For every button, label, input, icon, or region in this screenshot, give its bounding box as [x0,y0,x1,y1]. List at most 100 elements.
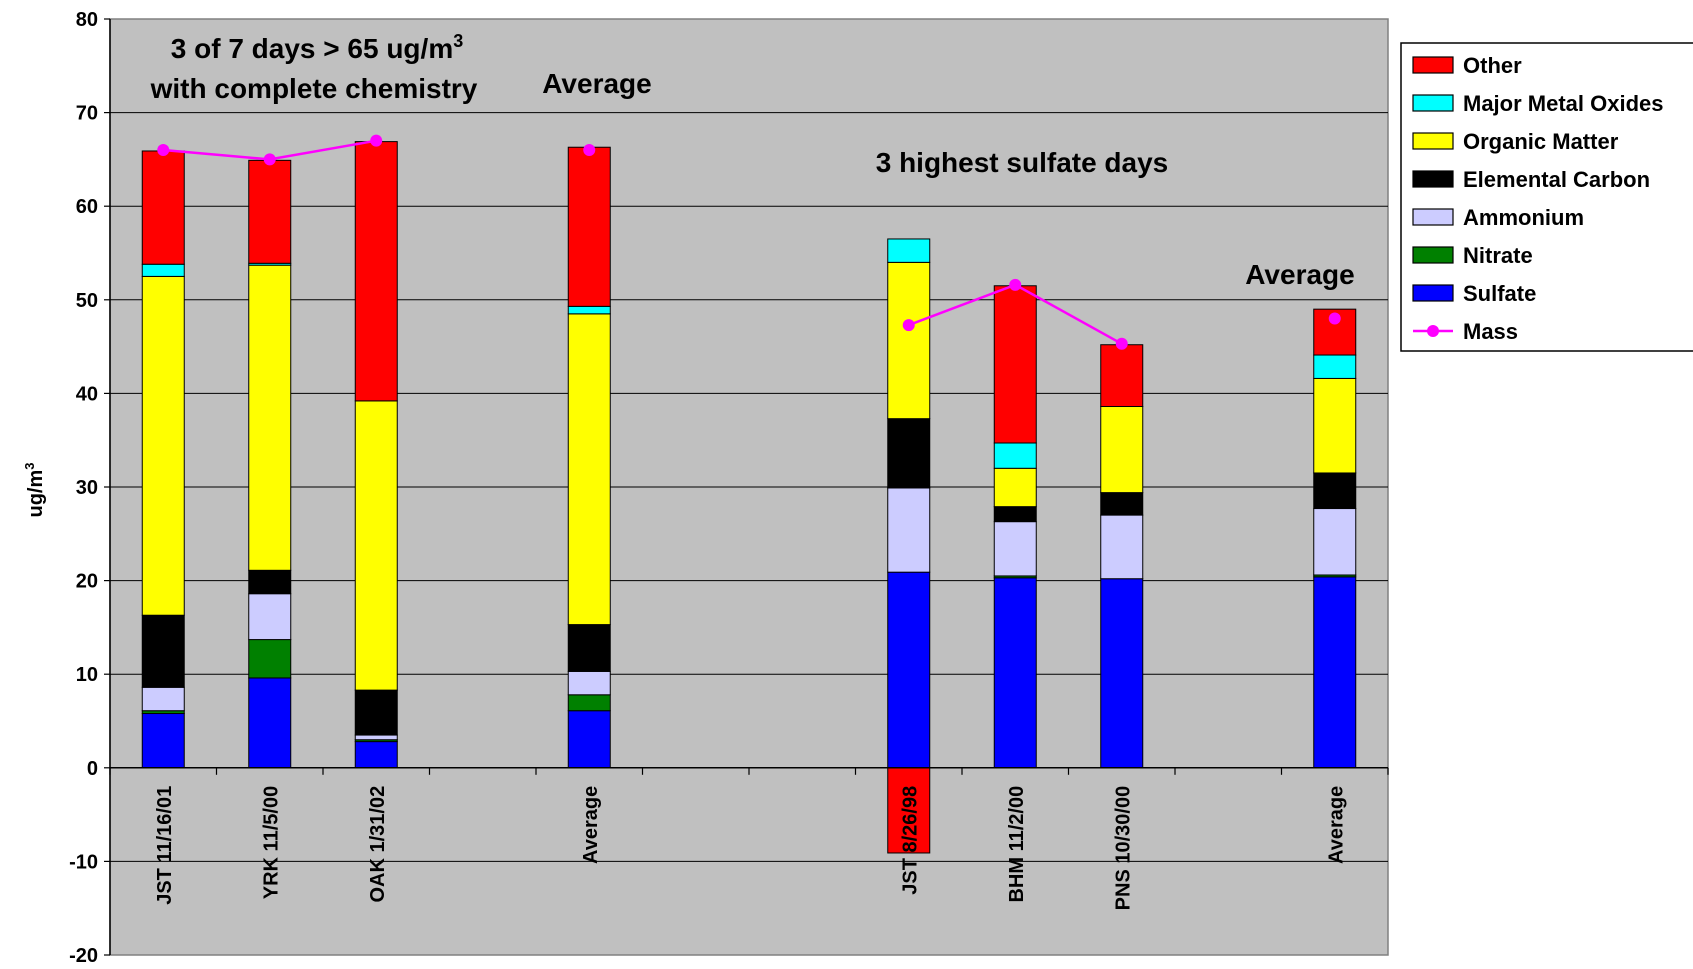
y-tick-label: 30 [76,477,98,499]
bar-segment-elemental-carbon [887,418,931,489]
y-tick-label: 80 [76,9,98,31]
bar-segment-ammonium [141,686,185,712]
bar-segment-sulfate [993,577,1037,769]
mass-marker [902,319,915,332]
x-category-label: BHM 11/2/00 [1006,786,1028,903]
bar-segment-sulfate [354,741,398,769]
legend-box [1400,42,1693,352]
legend-label-mass: Mass [1463,319,1518,344]
annotation-group1-line1: 3 of 7 days > 65 ug/m3 [171,31,463,64]
bar-segment-organic-matter [248,264,292,571]
bar-segment-other [567,146,611,307]
bar-segment-organic-matter [887,261,931,420]
mass-marker [1009,278,1022,291]
legend-swatch-nitrate [1412,246,1454,264]
bar-segment-ammonium [567,670,611,696]
y-axis-label-sup: 3 [22,462,37,469]
legend-label-major-metal-oxides: Major Metal Oxides [1463,91,1664,116]
y-axis-label: ug/m3 [22,462,47,517]
x-category-label: YRK 11/5/00 [261,786,283,899]
legend: Other Major Metal Oxides Organic Matter Ele… [1400,42,1693,352]
annotation-group1-line1-sup: 3 [453,31,463,51]
mass-marker [1115,337,1128,350]
bar-segment-ammonium [248,593,292,641]
mass-marker [263,153,276,166]
bar-segment-ammonium [1100,514,1144,580]
bar-segment-sulfate [1100,578,1144,769]
bar-segment-other [354,141,398,402]
x-category-label: Average [580,786,602,864]
bar-segment-nitrate [567,694,611,712]
mass-line [157,134,1341,350]
bar-segment-organic-matter [567,313,611,626]
annotation-group1-line1-text: 3 of 7 days > 65 ug/m [171,33,453,64]
bar-segment-elemental-carbon [567,624,611,672]
legend-swatch-elemental-carbon [1412,170,1454,188]
bar-segment-other [993,285,1037,444]
gridlines [104,18,1388,956]
annotation-average-2: Average [1245,259,1354,290]
x-category-label: OAK 1/31/02 [367,786,389,903]
bar-segment-major-metal-oxides [887,238,931,263]
annotation-group2: 3 highest sulfate days [876,147,1169,178]
bar-segment-sulfate [1313,576,1357,769]
y-tick-label: -10 [69,851,98,873]
bar-segment-ammonium [354,734,398,741]
bar-segment-organic-matter [141,275,185,616]
bar-segment-major-metal-oxides [141,263,185,277]
legend-swatch-major-metal-oxides [1412,94,1454,112]
bar-segment-elemental-carbon [354,689,398,736]
legend-swatch-sulfate [1412,284,1454,302]
y-tick-label: 50 [76,290,98,312]
y-tick-label: 20 [76,571,98,593]
bar-segment-ammonium [887,487,931,573]
legend-label-organic-matter: Organic Matter [1463,129,1619,154]
mass-marker [583,144,596,157]
y-tick-label: 10 [76,664,98,686]
bar-segment-sulfate [141,713,185,769]
bar-segment-other [248,159,292,264]
bar-segment-major-metal-oxides [1313,354,1357,379]
x-category-label: JST 8/26/98 [900,786,922,895]
bar-segment-major-metal-oxides [993,442,1037,469]
legend-label-ammonium: Ammonium [1463,205,1584,230]
axes [109,19,1389,955]
legend-label-nitrate: Nitrate [1463,243,1533,268]
x-category-label: PNS 10/30/00 [1113,786,1135,911]
bar-segment-other [1100,344,1144,408]
y-tick-label: -20 [69,945,98,967]
bar-segment-organic-matter [1100,406,1144,494]
x-category-label: JST 11/16/01 [154,786,176,905]
bar-segment-ammonium [1313,508,1357,576]
bar-segment-sulfate [567,710,611,769]
y-axis-label-text: ug/m [25,470,47,518]
legend-label-other: Other [1463,53,1522,78]
bar-segment-other [887,767,931,854]
bar-segment-other [141,150,185,265]
bars [141,141,1357,854]
y-tick-labels: -20 -10 0 10 20 30 40 50 60 70 80 [69,9,98,967]
bar-segment-elemental-carbon [248,569,292,595]
mass-marker [157,144,170,157]
y-tick-label: 40 [76,383,98,405]
x-category-labels: JST 11/16/01 YRK 11/5/00 OAK 1/31/02 Averag… [154,786,1348,911]
legend-swatch-other [1412,56,1454,74]
bar-segment-sulfate [887,571,931,769]
bar-segment-organic-matter [1313,377,1357,474]
legend-label-sulfate: Sulfate [1463,281,1536,306]
mass-marker [370,134,383,147]
legend-swatch-mass-marker [1427,325,1439,337]
bar-segment-elemental-carbon [1100,492,1144,516]
legend-swatch-organic-matter [1412,132,1454,150]
bar-segment-elemental-carbon [141,614,185,688]
bar-segment-organic-matter [993,467,1037,508]
bar-segment-major-metal-oxides [567,305,611,315]
bar-segment-organic-matter [354,400,398,691]
legend-swatch-ammonium [1412,208,1454,226]
bar-segment-elemental-carbon [1313,472,1357,510]
legend-label-elemental-carbon: Elemental Carbon [1463,167,1650,192]
bar-segment-nitrate [248,639,292,679]
y-tick-label: 0 [87,758,98,780]
bar-segment-elemental-carbon [993,506,1037,523]
